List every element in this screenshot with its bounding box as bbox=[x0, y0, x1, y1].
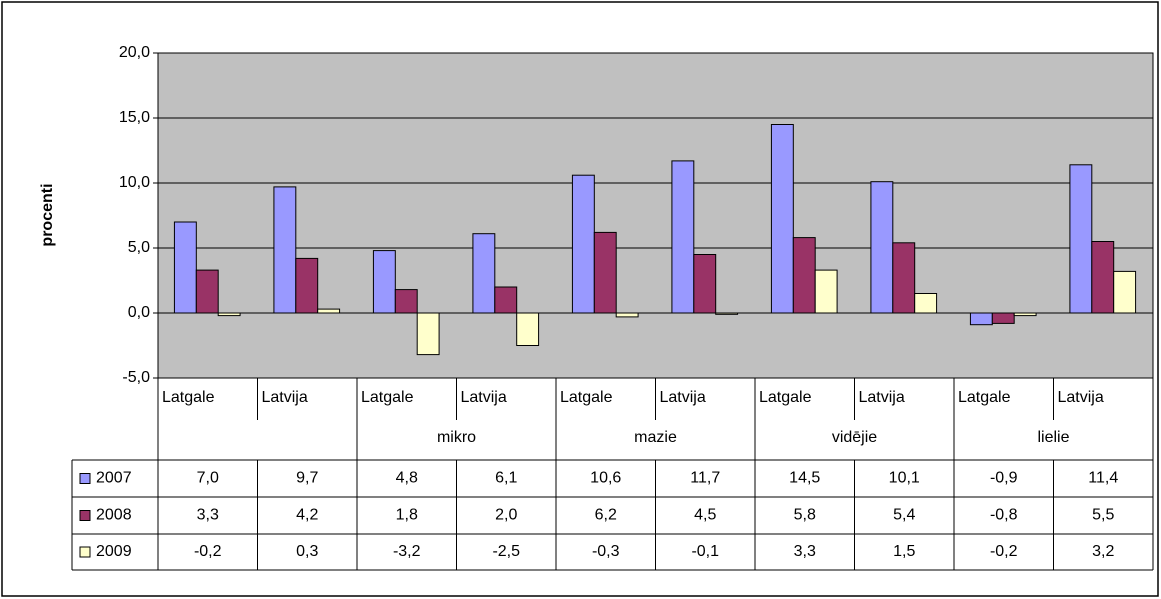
table-cell: 2,0 bbox=[495, 507, 517, 524]
x-tick-label: Latgale bbox=[361, 389, 414, 406]
bar bbox=[593, 231, 617, 314]
bar bbox=[870, 181, 894, 314]
y-tick-label: 5,0 bbox=[128, 239, 150, 256]
y-tick-label: 15,0 bbox=[119, 109, 150, 126]
y-tick-label: 20,0 bbox=[119, 44, 150, 61]
y-tick-label: -5,0 bbox=[122, 369, 150, 386]
legend-label: 2009 bbox=[96, 543, 132, 560]
x-tick-label: Latvija bbox=[262, 389, 308, 406]
table-cell: 5,8 bbox=[794, 507, 816, 524]
y-axis-label: procenti bbox=[39, 183, 56, 246]
bar bbox=[416, 312, 440, 356]
y-tick-label: 0,0 bbox=[128, 304, 150, 321]
table-cell: 4,2 bbox=[296, 507, 318, 524]
bar bbox=[1113, 270, 1137, 314]
bar bbox=[217, 312, 241, 317]
group-label: vidējie bbox=[832, 429, 877, 446]
group-label: lielie bbox=[1037, 429, 1069, 446]
bar bbox=[516, 312, 540, 346]
bar bbox=[1013, 312, 1037, 317]
legend-key bbox=[79, 510, 91, 521]
bar bbox=[317, 308, 341, 314]
bar bbox=[615, 312, 639, 318]
bar bbox=[969, 312, 993, 326]
table-cell: -0,2 bbox=[990, 543, 1018, 560]
table-cell: -2,5 bbox=[492, 543, 520, 560]
table-cell: -3,2 bbox=[393, 543, 421, 560]
table-cell: 14,5 bbox=[789, 470, 820, 487]
table-cell: 5,5 bbox=[1092, 507, 1114, 524]
table-cell: 4,5 bbox=[694, 507, 716, 524]
table-cell: 6,2 bbox=[595, 507, 617, 524]
bar bbox=[173, 221, 197, 314]
x-tick-label: Latgale bbox=[162, 389, 215, 406]
bar bbox=[792, 237, 816, 314]
bar bbox=[571, 174, 595, 314]
bar bbox=[715, 312, 739, 315]
table-cell: 4,8 bbox=[396, 470, 418, 487]
table-cell: 0,3 bbox=[296, 543, 318, 560]
legend-label: 2008 bbox=[96, 507, 132, 524]
table-cell: 3,2 bbox=[1092, 543, 1114, 560]
x-tick-label: Latvija bbox=[1058, 389, 1104, 406]
x-tick-label: Latvija bbox=[660, 389, 706, 406]
bar bbox=[273, 186, 297, 314]
bar bbox=[1091, 241, 1115, 314]
bar bbox=[693, 254, 717, 314]
group-label: mazie bbox=[634, 429, 677, 446]
group-label: mikro bbox=[437, 429, 476, 446]
table-cell: 6,1 bbox=[495, 470, 517, 487]
bar bbox=[914, 293, 938, 314]
bar bbox=[991, 312, 1015, 324]
x-tick-label: Latvija bbox=[859, 389, 905, 406]
table-cell: 9,7 bbox=[296, 470, 318, 487]
table-cell: 11,7 bbox=[690, 470, 720, 487]
bar bbox=[770, 124, 794, 314]
legend-key bbox=[79, 473, 91, 484]
bar bbox=[494, 286, 518, 314]
y-tick-label: 10,0 bbox=[119, 174, 150, 191]
table-cell: 1,5 bbox=[893, 543, 915, 560]
bar bbox=[372, 250, 396, 314]
x-tick-label: Latgale bbox=[759, 389, 812, 406]
bar bbox=[671, 160, 695, 314]
table-cell: -0,9 bbox=[990, 470, 1018, 487]
bar bbox=[195, 269, 219, 314]
legend-label: 2007 bbox=[96, 470, 132, 487]
table-cell: 11,4 bbox=[1088, 470, 1118, 487]
table-cell: -0,8 bbox=[990, 507, 1018, 524]
table-cell: -0,2 bbox=[194, 543, 222, 560]
table-cell: 7,0 bbox=[197, 470, 219, 487]
table-cell: -0,1 bbox=[691, 543, 719, 560]
table-cell: 10,6 bbox=[590, 470, 621, 487]
table-cell: 1,8 bbox=[396, 507, 418, 524]
bar bbox=[892, 242, 916, 314]
table-cell: -0,3 bbox=[592, 543, 620, 560]
x-tick-label: Latgale bbox=[560, 389, 613, 406]
x-tick-label: Latgale bbox=[958, 389, 1011, 406]
table-cell: 3,3 bbox=[794, 543, 816, 560]
bar bbox=[394, 289, 418, 314]
table-cell: 10,1 bbox=[889, 470, 920, 487]
bar bbox=[1069, 164, 1093, 314]
bar bbox=[814, 269, 838, 314]
legend-key bbox=[79, 546, 91, 558]
table-cell: 5,4 bbox=[893, 507, 915, 524]
bar bbox=[295, 257, 319, 314]
table-cell: 3,3 bbox=[197, 507, 219, 524]
x-tick-label: Latvija bbox=[461, 389, 507, 406]
plot-area bbox=[157, 52, 1154, 379]
bar bbox=[472, 233, 496, 314]
